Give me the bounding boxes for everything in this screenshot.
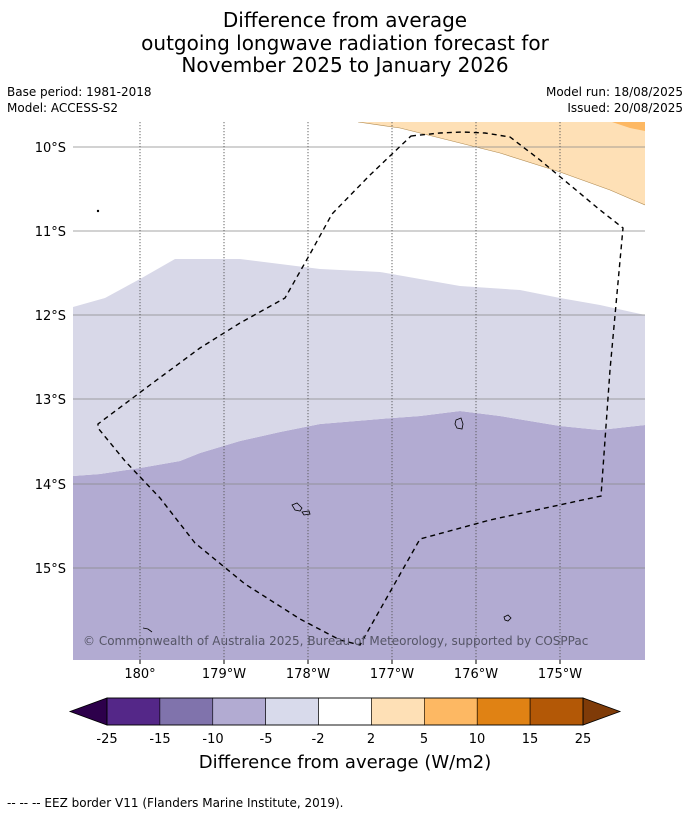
colorbar-segments	[106, 697, 584, 726]
anomaly-band-minus5-minus2	[73, 259, 645, 476]
chart-title: Difference from average outgoing longwav…	[0, 9, 690, 77]
island-5	[142, 627, 153, 633]
lat-label-11s: 11°S	[35, 225, 66, 240]
eez-border	[97, 131, 624, 646]
title-line-2: outgoing longwave radiation forecast for	[141, 30, 549, 55]
model-run: Model run: 18/08/2025	[545, 85, 683, 99]
lon-label-178w: 178°W	[286, 667, 330, 682]
title-line-1: Difference from average	[222, 8, 468, 32]
base-period: Base period: 1981-2018	[7, 85, 152, 99]
eez-legend-footer: -- -- -- EEZ border V11 (Flanders Marine…	[7, 796, 344, 810]
cb-tick-label: -15	[149, 732, 170, 747]
colorbar-segment	[265, 697, 319, 726]
island-1	[454, 417, 464, 430]
lat-label-10s: 10°S	[35, 141, 66, 156]
cb-tick-label: 25	[575, 732, 592, 747]
title-line-3: November 2025 to January 2026	[181, 53, 509, 77]
lat-labels: 10°S 11°S 12°S 13°S 14°S 15°S	[35, 141, 66, 577]
colorbar-segment	[424, 697, 478, 726]
issued-date: Issued: 20/08/2025	[567, 101, 683, 115]
lat-label-13s: 13°S	[35, 393, 66, 408]
cb-tick-label: 2	[367, 732, 375, 747]
lon-label-175w: 175°W	[538, 667, 582, 682]
colorbar-over-arrow	[582, 697, 622, 726]
lat-label-12s: 12°S	[35, 309, 66, 324]
cb-tick-label: 5	[420, 732, 428, 747]
meta-left: Base period: 1981-2018 Model: ACCESS-S2	[7, 84, 152, 116]
anomaly-band-minus10-minus5	[73, 411, 645, 660]
cb-tick-label: -10	[202, 732, 223, 747]
colorbar-segment	[371, 697, 425, 726]
island-6	[96, 209, 100, 213]
islands	[96, 209, 512, 633]
lat-label-14s: 14°S	[35, 478, 66, 493]
lat-gridlines	[73, 146, 645, 569]
cb-tick-label: 15	[522, 732, 539, 747]
colorbar-segment	[212, 697, 266, 726]
anomaly-band-2-5-edge	[357, 122, 645, 206]
colorbar-segment	[159, 697, 214, 726]
colorbar-under-arrow	[68, 697, 108, 726]
lat-label-15s: 15°S	[35, 562, 66, 577]
cb-tick-label: -2	[312, 732, 325, 747]
anomaly-band-5-10	[612, 122, 645, 131]
lon-label-179w: 179°W	[202, 667, 246, 682]
lon-label-176w: 176°W	[454, 667, 498, 682]
meta-right: Model run: 18/08/2025 Issued: 20/08/2025	[546, 84, 683, 116]
axis-ticks	[139, 660, 561, 664]
colorbar-segment	[476, 697, 531, 726]
colorbar-segment	[106, 697, 161, 726]
colorbar-tick-labels: -25 -15 -10 -5 -2 2 5 10 15 25	[96, 732, 591, 747]
cb-tick-label: -25	[96, 732, 117, 747]
lon-labels: 180° 179°W 178°W 177°W 176°W 175°W	[124, 667, 582, 682]
lon-label-180: 180°	[124, 667, 155, 682]
island-3	[301, 510, 311, 516]
lon-label-177w: 177°W	[370, 667, 414, 682]
anomaly-band-2-5	[358, 122, 645, 205]
island-4	[503, 614, 512, 622]
copyright-text: © Commonwealth of Australia 2025, Bureau…	[83, 634, 588, 648]
cb-tick-label: -5	[260, 732, 273, 747]
island-2	[291, 502, 303, 512]
cb-tick-label: 10	[469, 732, 486, 747]
model-name: Model: ACCESS-S2	[7, 101, 119, 115]
colorbar-segment	[318, 697, 372, 726]
map-area: © Commonwealth of Australia 2025, Bureau…	[73, 122, 645, 660]
colorbar-label: Difference from average (W/m2)	[198, 752, 492, 773]
colorbar-segment	[529, 697, 584, 726]
colorbar: -25 -15 -10 -5 -2 2 5 10 15 25	[68, 697, 622, 747]
colorbar-outline	[106, 697, 584, 726]
